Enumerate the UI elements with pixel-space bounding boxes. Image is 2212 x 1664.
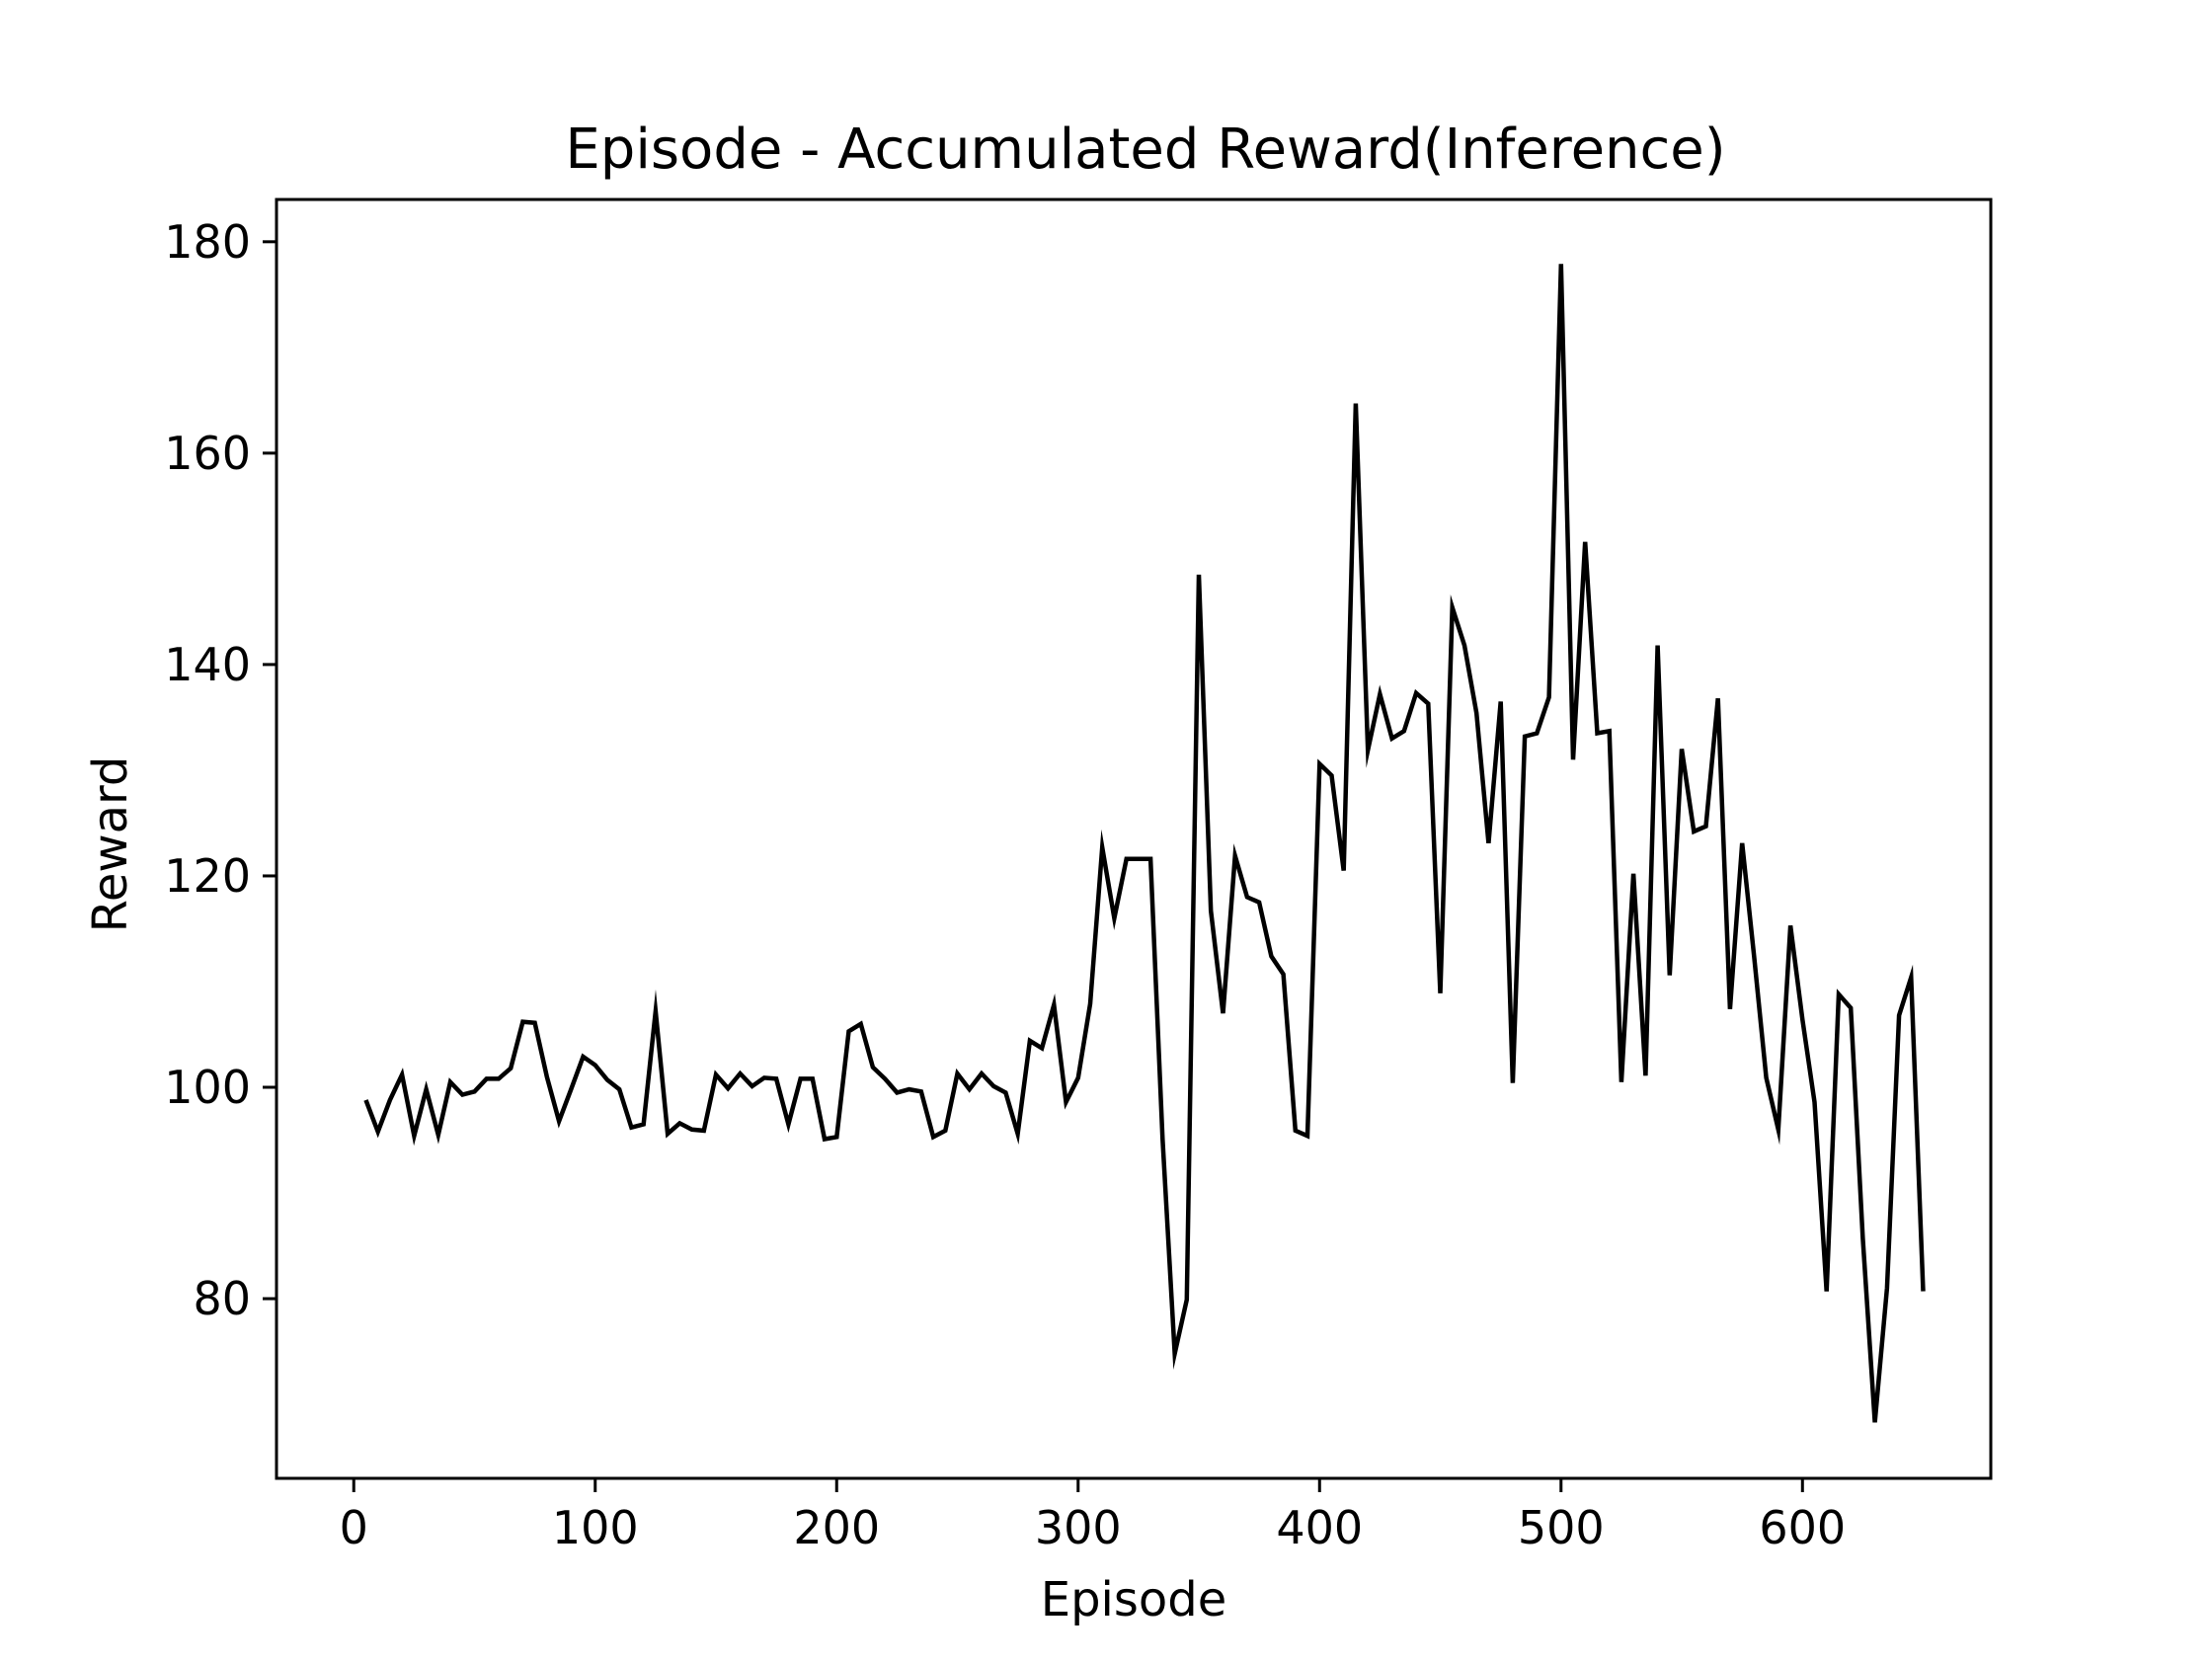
y-axis-label: Reward (83, 756, 138, 933)
x-tick-label: 400 (1276, 1501, 1363, 1554)
x-axis-ticks: 0 100 200 300 400 500 600 (340, 1478, 1846, 1554)
y-tick-label: 180 (164, 215, 251, 269)
y-tick-label: 140 (164, 638, 251, 691)
y-tick-label: 120 (164, 849, 251, 903)
y-tick-label: 100 (164, 1061, 251, 1114)
x-tick-label: 300 (1035, 1501, 1122, 1554)
y-tick-label: 80 (193, 1272, 251, 1325)
x-axis-label: Episode (1041, 1572, 1227, 1627)
y-tick-label: 160 (164, 427, 251, 480)
y-axis-ticks: 80 100 120 140 160 180 (164, 215, 276, 1325)
x-tick-label: 600 (1759, 1501, 1846, 1554)
chart-title: Episode - Accumulated Reward(Inference) (565, 118, 1725, 182)
x-tick-label: 500 (1518, 1501, 1605, 1554)
plot-area-frame (275, 198, 1993, 1480)
series-layer (363, 264, 1926, 1423)
x-tick-label: 100 (552, 1501, 639, 1554)
x-tick-label: 0 (340, 1501, 368, 1554)
series-line-0 (363, 264, 1926, 1423)
x-tick-label: 200 (793, 1501, 880, 1554)
